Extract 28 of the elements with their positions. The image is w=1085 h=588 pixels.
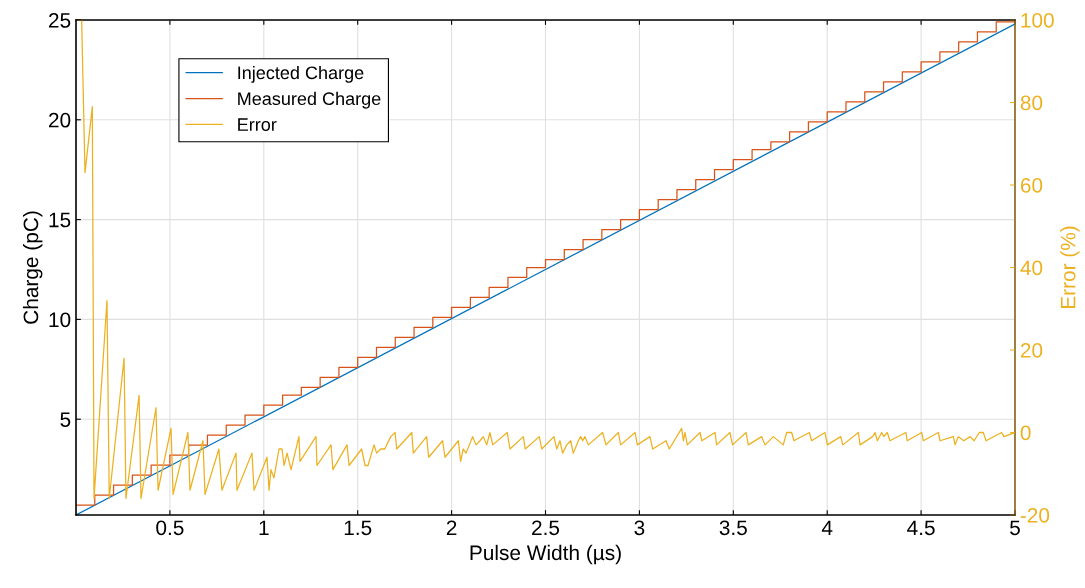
- x-tick-label: 1: [259, 520, 269, 535]
- y-tick-label: 10: [49, 312, 71, 328]
- y2-tick-label: 0: [1020, 425, 1031, 441]
- y2-tick-label: 40: [1020, 260, 1043, 276]
- x-tick-label: 2: [446, 520, 457, 535]
- y2-axis-title: Error (%): [1060, 226, 1080, 309]
- x-tick-label: 4: [821, 520, 833, 535]
- y2-tick-label: 100: [1021, 13, 1054, 28]
- y-tick-label: 20: [49, 112, 71, 128]
- x-tick-label: 3.5: [719, 520, 747, 536]
- x-tick-label: 4.5: [907, 520, 935, 536]
- x-tick-label: 0.5: [156, 520, 184, 536]
- x-axis-title: Pulse Width (µs): [470, 544, 621, 565]
- legend-label: Measured Charge: [238, 91, 381, 109]
- y2-tick-label: 20: [1020, 343, 1043, 358]
- legend-label: Error: [238, 118, 277, 131]
- x-tick-label: 1.5: [344, 520, 372, 536]
- y-tick-label: 15: [49, 212, 71, 228]
- y-tick-label: 5: [60, 412, 71, 427]
- y2-tick-label: 60: [1020, 178, 1043, 193]
- y-axis-title: Charge (pC): [22, 211, 43, 324]
- y2-tick-label: -20: [1020, 508, 1050, 523]
- y2-tick-label: 80: [1020, 95, 1043, 111]
- y-tick-label: 25: [49, 13, 71, 28]
- legend-label: Injected Charge: [238, 65, 364, 83]
- x-tick-label: 5: [1010, 520, 1020, 536]
- x-tick-label: 3: [634, 520, 645, 536]
- x-tick-label: 2.5: [532, 520, 560, 536]
